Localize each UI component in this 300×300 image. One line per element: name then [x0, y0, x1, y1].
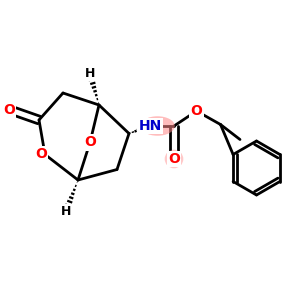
Text: O: O: [3, 103, 15, 116]
Text: O: O: [168, 152, 180, 166]
Text: O: O: [190, 104, 202, 118]
Ellipse shape: [140, 116, 175, 136]
Text: HN: HN: [138, 119, 162, 133]
Text: H: H: [61, 205, 71, 218]
Text: O: O: [35, 148, 47, 161]
Text: O: O: [84, 136, 96, 149]
Text: H: H: [85, 67, 95, 80]
Ellipse shape: [165, 150, 183, 168]
